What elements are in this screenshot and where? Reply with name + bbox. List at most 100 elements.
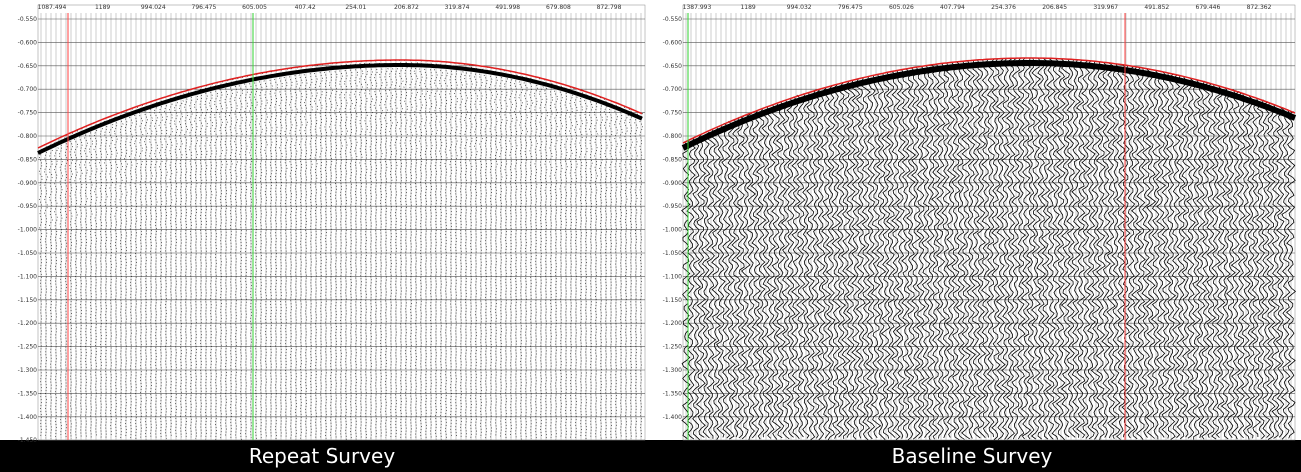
x-tick-label: 491.852 [1144,4,1169,11]
wiggle [846,80,856,438]
wiggle [971,59,981,439]
y-tick-label: -1.400 [663,414,683,421]
wiggle [691,136,701,441]
y-tick-label: -1.250 [663,344,683,351]
wiggle [736,116,746,439]
wiggle [53,139,59,440]
y-tick-label: -1.250 [18,344,38,351]
wiggle [1145,69,1156,439]
wiggle [1101,62,1111,438]
wiggle [369,60,374,439]
wiggle [178,92,184,438]
wiggle [1191,79,1201,440]
wiggle [956,61,967,440]
wiggle [961,60,971,440]
wiggle [1175,75,1186,440]
wiggle [896,69,906,439]
wiggle [258,72,263,440]
y-tick-label: -1.450 [18,437,38,444]
wiggle [911,66,922,440]
wiggle [1226,89,1236,438]
wiggle [233,77,239,439]
wiggle [188,89,194,438]
wiggle [825,85,836,441]
wiggle [503,70,509,440]
wiggle [1066,59,1076,438]
wiggle [1151,70,1161,440]
wiggle [283,68,288,438]
wiggle [1106,62,1117,439]
seismic-panel: -0.550 -0.600 -0.650 -0.700 -0.750 -0.800 -0.8… [663,4,1297,441]
panel-caption: Repeat Survey [249,444,395,468]
wiggle [1046,57,1056,440]
x-tick-label: 1087.494 [38,4,67,11]
x-tick-label: 254.01 [345,4,366,11]
y-tick-label: -1.000 [663,227,683,234]
wiggle [313,64,318,440]
wiggle [921,65,931,438]
wiggle [775,101,786,439]
wiggle [254,73,259,440]
wiggle [831,84,841,439]
wiggle [164,96,169,439]
wiggle [1201,82,1211,440]
wiggle [941,62,951,439]
x-tick-label: 679.446 [1196,4,1221,11]
x-tick-label: 605.005 [242,4,267,11]
y-tick-label: -1.050 [663,250,683,257]
y-tick-label: -1.150 [18,297,38,304]
wiggle [1076,59,1086,439]
wiggle [628,108,633,439]
wiggle [916,66,926,439]
wiggle [213,82,219,440]
wiggle [1186,77,1196,439]
wiggle [343,61,349,441]
wiggle [801,93,811,439]
wiggle [309,65,314,438]
y-tick-label: -1.350 [18,390,38,397]
wiggle [746,112,756,441]
x-tick-label: 254.376 [991,4,1016,11]
x-tick-label: 679.808 [546,4,571,11]
y-tick-label: -1.350 [663,390,683,397]
wiggle [1071,59,1081,438]
wiggle [1086,60,1096,440]
wiggle [1215,86,1227,438]
wiggle [129,108,133,439]
wiggle [584,91,588,440]
wiggle [1131,66,1142,440]
wiggle [498,69,503,439]
wiggle [1241,94,1251,440]
wiggle [638,113,643,438]
wiggle [98,119,103,439]
wiggle [786,98,796,438]
y-tick-label: -0.700 [663,86,683,93]
wiggle [1031,57,1042,440]
y-tick-label: -0.900 [663,180,683,187]
seismic-panel: -0.550 -0.600 -0.650 -0.700 -0.750 -0.800 -0.8… [18,4,646,444]
wiggle [593,95,599,438]
wiggle [1141,68,1152,438]
wiggle [388,60,394,439]
wiggle [926,64,937,441]
wiggle [143,103,149,440]
wiggle [523,74,529,438]
wiggle [353,61,359,440]
y-tick-label: -0.850 [663,156,683,163]
y-tick-label: -1.300 [18,367,38,374]
wiggle [1060,58,1071,438]
wiggle [464,63,468,440]
wiggle [563,85,568,440]
wiggle [1036,57,1046,440]
wiggle [740,114,751,440]
y-tick-label: -0.650 [663,63,683,70]
wiggle [836,82,847,438]
wiggle [966,60,976,439]
x-tick-label: 1189 [740,4,755,11]
wiggle [706,129,717,439]
y-tick-label: -0.600 [18,39,38,46]
wiggle [1116,64,1126,440]
wiggle [1016,57,1026,440]
wiggle [986,58,996,438]
x-tick-label: 994.024 [141,4,166,11]
